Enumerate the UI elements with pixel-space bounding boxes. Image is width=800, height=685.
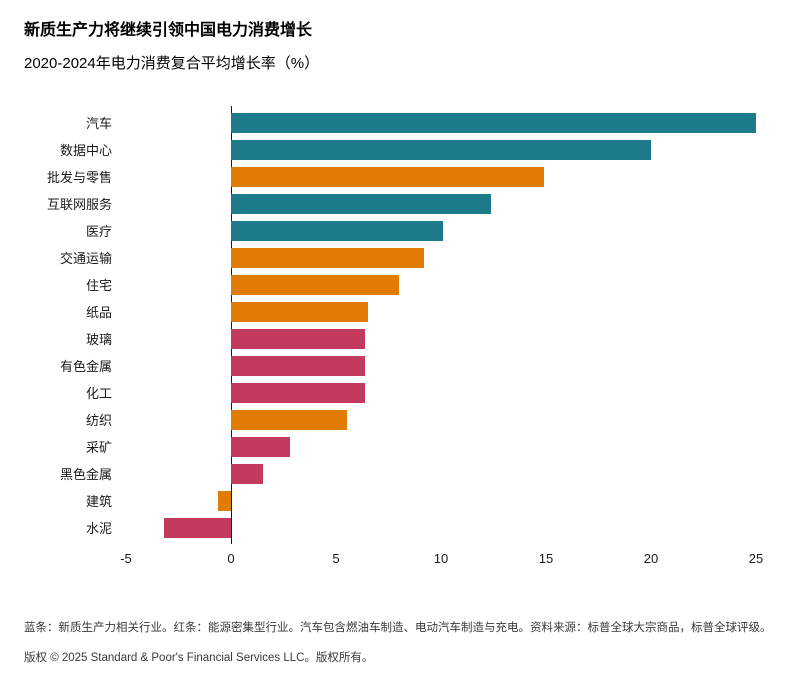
bar-track — [126, 463, 756, 484]
category-label: 玻璃 — [85, 332, 112, 347]
chart-row: 有色金属 — [24, 352, 756, 379]
chart-bar — [231, 220, 444, 241]
x-axis-tick-label: -5 — [120, 551, 132, 566]
category-label: 纸品 — [85, 305, 112, 320]
x-axis-tick-label: 10 — [433, 551, 449, 566]
bar-track — [126, 355, 756, 376]
x-axis-tick-label: 20 — [643, 551, 659, 566]
chart-row: 数据中心 — [24, 136, 756, 163]
chart-row: 纺织 — [24, 406, 756, 433]
category-label: 住宅 — [85, 278, 112, 293]
chart-row: 互联网服务 — [24, 190, 756, 217]
bar-track — [126, 274, 756, 295]
bar-track — [126, 517, 756, 538]
category-label: 水泥 — [85, 521, 112, 536]
x-axis-tick-label: 25 — [748, 551, 764, 566]
chart-row: 住宅 — [24, 271, 756, 298]
chart-bar — [231, 463, 263, 484]
chart-bar — [231, 409, 347, 430]
chart-bar — [231, 193, 492, 214]
chart-bar — [231, 112, 756, 133]
bar-track — [126, 220, 756, 241]
copyright: 版权 © 2025 Standard & Poor's Financial Se… — [24, 652, 374, 664]
chart-bar — [231, 139, 651, 160]
chart-bar — [231, 301, 368, 322]
x-axis-tick-label: 15 — [538, 551, 554, 566]
chart-row: 采矿 — [24, 433, 756, 460]
x-axis-tick-label: 5 — [332, 551, 340, 566]
bar-track — [126, 139, 756, 160]
bar-track — [126, 490, 756, 511]
chart-row: 批发与零售 — [24, 163, 756, 190]
chart-row: 交通运输 — [24, 244, 756, 271]
category-label: 建筑 — [85, 494, 112, 509]
bar-track — [126, 409, 756, 430]
bar-track — [126, 112, 756, 133]
chart-bar — [231, 328, 366, 349]
chart-row: 建筑 — [24, 487, 756, 514]
bar-track — [126, 193, 756, 214]
footnote: 蓝条：新质生产力相关行业。红条：能源密集型行业。汽车包含燃油车制造、电动汽车制造… — [24, 622, 772, 634]
chart-bar — [231, 166, 544, 187]
chart-subtitle: 2020-2024年电力消费复合平均增长率（%） — [24, 55, 320, 72]
category-label: 交通运输 — [59, 251, 112, 266]
category-label: 黑色金属 — [59, 467, 112, 482]
x-axis-tick-label: 0 — [227, 551, 235, 566]
chart-bar — [163, 517, 231, 538]
chart-row: 化工 — [24, 379, 756, 406]
bar-track — [126, 247, 756, 268]
bar-chart: 汽车数据中心批发与零售互联网服务医疗交通运输住宅纸品玻璃有色金属化工纺织采矿黑色… — [24, 106, 763, 569]
chart-row: 医疗 — [24, 217, 756, 244]
chart-title: 新质生产力将继续引领中国电力消费增长 — [24, 22, 313, 39]
chart-bar — [231, 355, 366, 376]
category-label: 纺织 — [85, 413, 112, 428]
category-label: 互联网服务 — [46, 197, 112, 212]
chart-row: 纸品 — [24, 298, 756, 325]
chart-row: 玻璃 — [24, 325, 756, 352]
category-label: 批发与零售 — [46, 170, 112, 185]
chart-row: 黑色金属 — [24, 460, 756, 487]
bar-track — [126, 328, 756, 349]
chart-bar — [231, 436, 290, 457]
chart-row: 水泥 — [24, 514, 756, 541]
chart-bar — [218, 490, 231, 511]
category-label: 化工 — [85, 386, 112, 401]
bar-track — [126, 166, 756, 187]
chart-row: 汽车 — [24, 109, 756, 136]
category-label: 医疗 — [85, 224, 112, 239]
x-axis: -5 0 5 10 15 20 25 — [120, 551, 763, 569]
category-label: 有色金属 — [59, 359, 112, 374]
chart-bar — [231, 247, 425, 268]
category-label: 数据中心 — [59, 143, 112, 158]
bar-track — [126, 301, 756, 322]
chart-bar — [231, 274, 399, 295]
chart-rows: 汽车数据中心批发与零售互联网服务医疗交通运输住宅纸品玻璃有色金属化工纺织采矿黑色… — [24, 106, 756, 544]
chart-bar — [231, 382, 366, 403]
bar-track — [126, 436, 756, 457]
category-label: 汽车 — [85, 116, 112, 131]
category-label: 采矿 — [85, 440, 112, 455]
bar-track — [126, 382, 756, 403]
